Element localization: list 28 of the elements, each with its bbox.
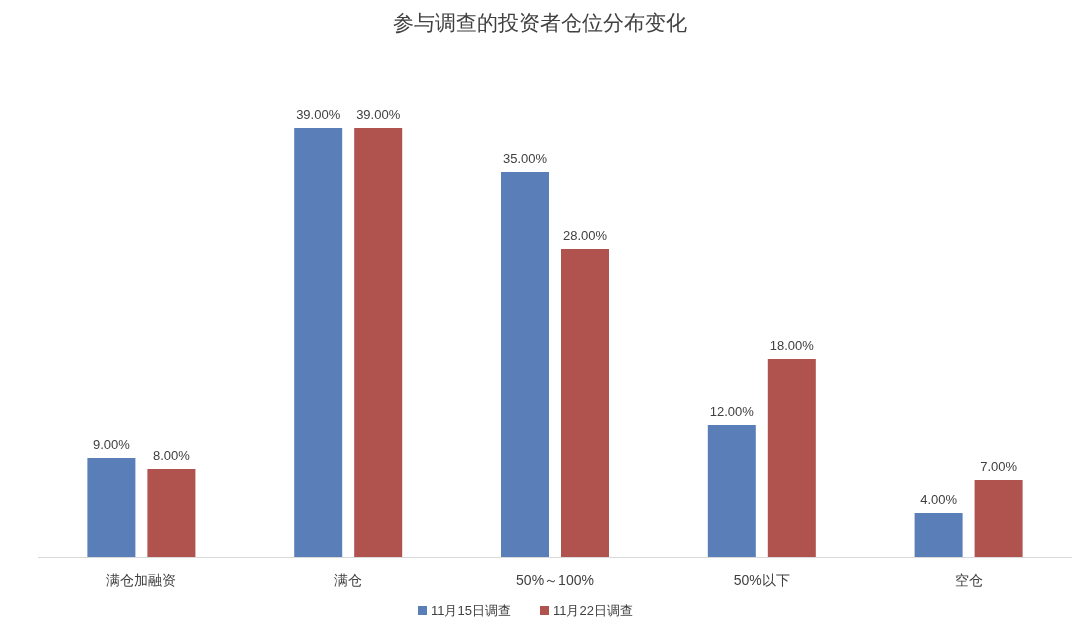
data-label: 28.00% [562,228,608,243]
data-label: 39.00% [296,107,341,122]
chart-title: 参与调查的投资者仓位分布变化 [393,11,687,34]
data-label: 7.00% [980,459,1018,474]
data-label: 4.00% [920,492,958,507]
data-label: 39.00% [356,107,401,122]
bar [87,458,136,557]
legend-label: 11月15日调查 [431,603,511,618]
x-tick-label: 50%以下 [733,572,790,588]
data-label: 18.00% [769,338,815,353]
x-tick-label: 空仓 [954,572,983,588]
bar [294,128,343,557]
data-label: 35.00% [502,151,548,166]
bar [354,128,403,557]
x-tick-label: 满仓 [334,572,363,588]
bar [561,249,609,557]
data-label: 12.00% [709,404,755,419]
bar [767,359,816,557]
bar [974,480,1023,557]
legend-label: 11月22日调查 [553,603,633,618]
bar [147,469,196,557]
data-label: 8.00% [152,448,191,463]
x-tick-label: 50%～100% [516,572,594,588]
x-tick-label: 满仓加融资 [106,572,177,588]
bar [707,425,756,557]
data-label: 9.00% [92,437,131,452]
bar [914,513,963,557]
bar [501,172,549,557]
